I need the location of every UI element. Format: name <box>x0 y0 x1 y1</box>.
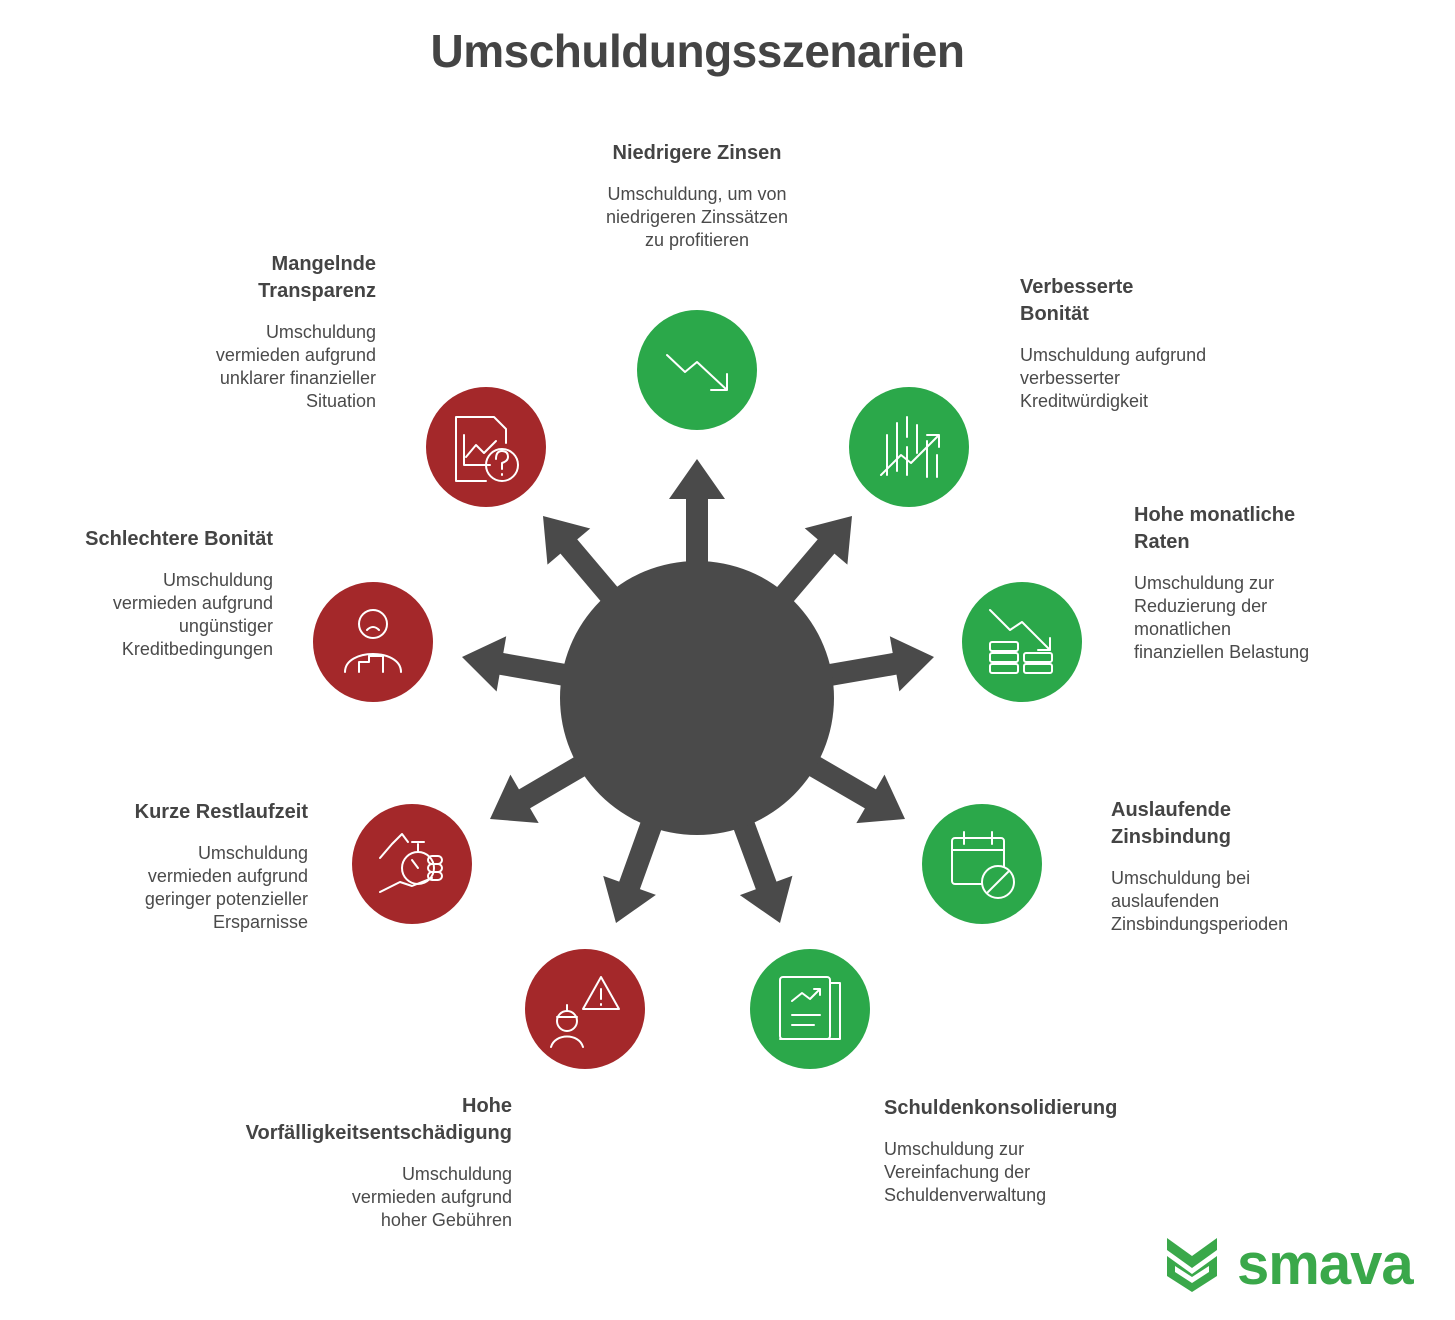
scenario-circle <box>426 387 546 507</box>
scenario-circle <box>849 387 969 507</box>
scenario-node-8 <box>426 387 546 507</box>
scenario-node-1 <box>849 387 969 507</box>
scenario-0-text: Niedrigere Zinsen Umschuldung, um von ni… <box>537 140 857 252</box>
scenario-description: Umschuldung zur Reduzierung der monatlic… <box>1134 573 1310 662</box>
scenario-description: Umschuldung vermieden aufgrund unklarer … <box>215 322 376 411</box>
scenario-title: Niedrigere Zinsen <box>612 142 782 164</box>
report-icon <box>779 976 841 1040</box>
scenario-title: Schlechtere Bonität <box>85 528 273 550</box>
scenario-description: Umschuldung aufgrund verbesserter Kredit… <box>1020 345 1207 411</box>
scenario-5-text: Hohe Vorfälligkeitsentschädigung Umschul… <box>192 1093 512 1232</box>
scenario-description: Umschuldung vermieden aufgrund geringer … <box>144 843 308 932</box>
page-title: Umschuldungsszenarien <box>430 25 965 77</box>
scenario-node-4 <box>750 949 870 1069</box>
scenario-description: Umschuldung zur Vereinfachung der Schuld… <box>884 1139 1047 1205</box>
scenario-description: Umschuldung vermieden aufgrund hoher Geb… <box>351 1164 512 1230</box>
hub-circle <box>560 561 834 835</box>
scenario-title: Hohe Vorfälligkeitsentschädigung <box>245 1095 512 1144</box>
trend-down-icon <box>666 354 728 391</box>
scenario-description: Umschuldung, um von niedrigeren Zinssätz… <box>605 184 789 250</box>
logo-text: smava <box>1237 1232 1414 1297</box>
scenario-6-text: Kurze Restlaufzeit Umschuldung vermieden… <box>0 799 308 934</box>
scenario-description: Umschuldung vermieden aufgrund ungünstig… <box>112 570 273 659</box>
scenario-title: Hohe monatliche Raten <box>1134 504 1296 553</box>
scenario-8-text: Mangelnde Transparenz Umschuldung vermie… <box>56 251 376 413</box>
chart-growth-icon <box>880 416 940 478</box>
hand-clock-icon <box>379 833 443 893</box>
scenario-title: Kurze Restlaufzeit <box>134 801 308 823</box>
scenario-circle <box>962 582 1082 702</box>
scenario-node-0 <box>637 310 757 430</box>
smava-shield-icon <box>1167 1238 1217 1292</box>
scenario-node-7 <box>313 582 433 702</box>
scenario-circle <box>637 310 757 430</box>
scenario-4-text: Schuldenkonsolidierung Umschuldung zur V… <box>884 1095 1134 1207</box>
scenario-circle <box>313 582 433 702</box>
scenario-node-5 <box>525 949 645 1069</box>
scenario-title: Mangelnde Transparenz <box>258 253 376 302</box>
sad-person-icon <box>344 609 402 673</box>
smava-logo: smava <box>1165 1232 1414 1297</box>
scenario-title: Schuldenkonsolidierung <box>884 1097 1118 1119</box>
scenario-circle <box>922 804 1042 924</box>
scenario-title: Verbesserte Bonität <box>1020 276 1134 325</box>
coins-down-icon <box>989 609 1053 674</box>
scenario-node-6 <box>352 804 472 924</box>
scenario-description: Umschuldung bei auslaufenden Zinsbindung… <box>1111 868 1289 934</box>
person-warning-icon <box>550 976 620 1048</box>
scenario-node-3 <box>922 804 1042 924</box>
scenario-2-text: Hohe monatliche Raten Umschuldung zur Re… <box>1134 502 1324 664</box>
scenario-node-2 <box>962 582 1082 702</box>
scenario-circle <box>352 804 472 924</box>
scenario-3-text: Auslaufende Zinsbindung Umschuldung bei … <box>1111 797 1311 936</box>
scenario-title: Auslaufende Zinsbindung <box>1111 799 1232 848</box>
scenario-7-text: Schlechtere Bonität Umschuldung vermiede… <box>0 526 273 661</box>
calendar-cancel-icon <box>951 831 1015 899</box>
scenario-circle <box>750 949 870 1069</box>
document-question-icon <box>455 416 519 482</box>
scenario-1-text: Verbesserte Bonität Umschuldung aufgrund… <box>1020 274 1230 413</box>
